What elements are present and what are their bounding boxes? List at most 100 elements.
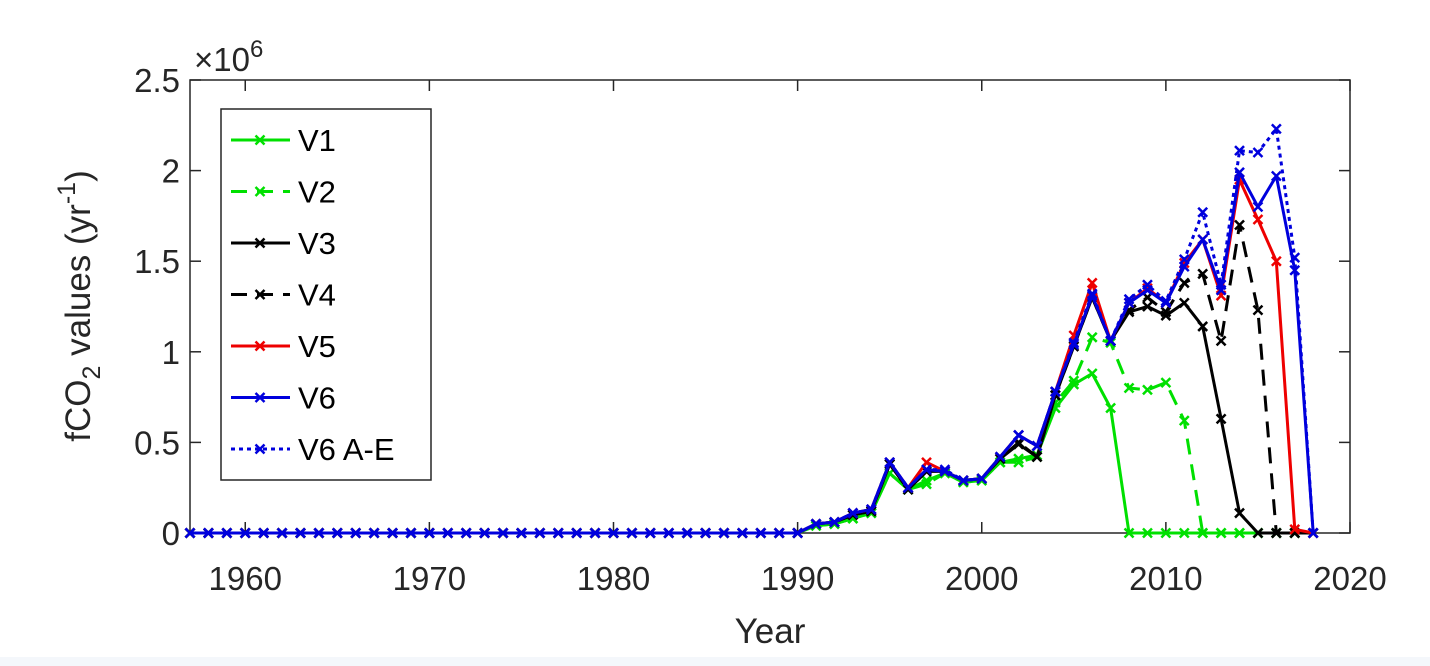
x-tick-label: 2010 [1129,560,1202,597]
data-point-v6-a-e [313,527,325,539]
data-point-v6-a-e [387,527,398,539]
data-point-v4 [1234,219,1245,231]
data-point-v5 [1270,255,1282,267]
data-point-v6 [1197,234,1209,245]
data-point-v6-a-e [1252,147,1264,158]
data-point-v6-a-e [239,527,251,539]
data-point-v6-a-e [884,456,896,468]
legend: V1 V2 V3 V4 V5 V6 V6 A-E [220,108,432,481]
data-point-v2 [1086,331,1098,343]
data-point-v3 [1160,310,1172,321]
data-point-v6-a-e [1178,254,1190,265]
data-point-v6-a-e [1289,252,1301,263]
data-point-v2 [1215,527,1227,539]
legend-label: V4 [298,278,336,313]
data-point-v3 [1197,321,1209,332]
data-point-v1 [1160,527,1172,539]
legend-item-v4: V4 [231,278,336,313]
data-point-v1 [1123,527,1135,539]
data-point-v3 [1234,507,1245,519]
data-point-v4 [1160,306,1172,318]
data-point-v6-a-e [644,527,656,539]
legend-marker [254,289,266,300]
data-point-v2 [1178,415,1190,427]
data-point-v6-a-e [865,504,877,515]
legend-label: V6 A-E [298,432,395,467]
data-point-v6-a-e [534,527,546,539]
data-point-v3 [1013,438,1024,450]
data-point-v6-a-e [405,527,417,539]
data-point-v6-a-e [902,482,914,494]
data-point-v6-a-e [736,527,748,539]
y-axis-label: fCO2 values (yr-1) [53,170,106,441]
data-point-v1 [1178,527,1190,539]
x-tick-label: 1990 [761,560,834,597]
data-point-v2 [1013,456,1024,468]
legend-label: V1 [298,123,336,158]
data-point-v6-a-e [626,527,638,539]
data-point-v4 [1197,268,1209,280]
data-point-v6-a-e [368,527,380,539]
data-point-v5 [1086,277,1098,289]
legend-marker [254,443,266,455]
data-point-v6 [1252,201,1264,213]
data-point-v2 [1197,527,1209,539]
legend-label: V6 [298,381,336,416]
data-point-v6-a-e [460,527,472,539]
legend-item-v5: V5 [231,329,336,364]
y-tick-label: 1.5 [134,243,180,280]
data-point-v3 [1178,297,1190,309]
data-point-v6-a-e [497,527,509,539]
data-point-v6-a-e [681,527,693,539]
x-tick-label: 1970 [393,560,466,597]
x-tick-label: 2000 [945,560,1018,597]
x-axis-label: Year [735,612,806,651]
legend-item-v3: V3 [231,226,336,261]
data-point-v6 [1270,170,1282,182]
data-point-v6-a-e [331,527,343,539]
data-point-v1 [1086,368,1098,379]
legend-item-v1: V1 [231,123,336,158]
x-tick-label: 1980 [577,560,650,597]
series-v6-a-e [184,123,1319,539]
data-point-v6-a-e [1086,288,1098,300]
y-tick-label: 2 [162,153,180,190]
data-point-v6-a-e [571,527,583,539]
data-point-v6-a-e [921,464,932,475]
data-point-v6-a-e [792,527,804,539]
y-tick-label: 0.5 [134,424,180,461]
data-point-v4 [865,505,877,517]
data-point-v2 [921,478,932,490]
data-point-v6-a-e [552,527,564,539]
data-point-v6-a-e [1160,295,1172,307]
x-tick-label: 1960 [209,560,282,597]
data-point-v6-a-e [718,527,730,539]
data-point-v6-a-e [203,527,214,539]
data-point-v6-a-e [442,527,454,539]
series-line-v6-a-e [190,127,1315,535]
data-point-v4 [1031,451,1043,463]
y-tick-label: 2.5 [134,62,180,99]
legend-label: V5 [298,329,336,364]
data-point-v2 [1068,375,1080,387]
data-point-v6-a-e [1215,279,1227,291]
legend-marker [254,392,266,403]
data-point-v6-a-e [939,464,951,475]
x-axis: 1960 1970 1980 1990 2000 2010 2020 [209,80,1387,597]
data-point-v6-a-e [258,527,270,539]
data-point-v6-a-e [1068,337,1080,349]
data-point-v5 [1252,214,1264,225]
data-point-v6-a-e [1197,206,1209,218]
data-point-v6-a-e [755,527,767,539]
series-layer [184,123,1319,539]
data-point-v6-a-e [221,527,233,539]
data-point-v1 [1068,379,1080,390]
data-point-v2 [1160,377,1172,388]
data-point-v1 [1142,527,1153,539]
data-point-v6-a-e [1307,527,1319,539]
data-point-v6-a-e [295,527,306,539]
data-point-v4 [1270,527,1282,539]
legend-marker [254,237,266,249]
legend-marker [254,186,266,197]
data-point-v6-a-e [1123,293,1135,305]
